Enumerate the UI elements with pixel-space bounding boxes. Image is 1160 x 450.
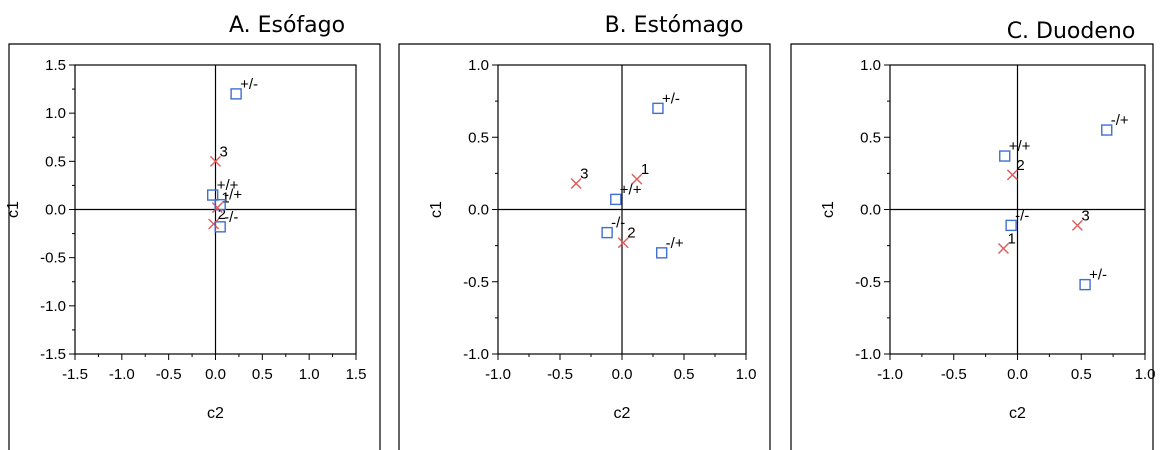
x-tick-label: 0.0 bbox=[1007, 366, 1028, 383]
square-marker bbox=[610, 193, 622, 206]
point-label: 1 bbox=[1007, 231, 1015, 248]
square-marker bbox=[601, 226, 613, 239]
x-marker bbox=[211, 202, 223, 214]
x-axis-label: c2 bbox=[614, 405, 631, 422]
point-label: -/+ bbox=[224, 187, 242, 204]
x-axis-label: c2 bbox=[207, 405, 224, 422]
point-label: +/+ bbox=[620, 181, 642, 198]
square-marker bbox=[1101, 124, 1113, 136]
x-tick-label: -0.5 bbox=[941, 366, 967, 383]
point-label: 2 bbox=[627, 225, 635, 242]
y-tick-label: 0.0 bbox=[860, 202, 881, 219]
point-label: 1 bbox=[641, 161, 649, 178]
x-tick-label: 0.5 bbox=[1071, 366, 1092, 383]
panel-2: B. Estómago 1.0 0.5 0.0 -0.5 -1.0 -1.0 -0.5 0.0 0… bbox=[398, 13, 771, 450]
y-tick-label: -0.5 bbox=[463, 274, 489, 291]
x-axis-label: c2 bbox=[1009, 405, 1026, 422]
x-marker bbox=[997, 243, 1009, 255]
panel-title: B. Estómago bbox=[605, 13, 744, 38]
panel-1: A. Esófago 1.5 1.0 0.5 0.0 -0.5 -1.0 -1.5 -1.5 -1… bbox=[5, 13, 381, 450]
x-tick-label: 1.0 bbox=[299, 366, 320, 383]
x-tick-label: -1.5 bbox=[62, 366, 88, 383]
x-marker bbox=[570, 177, 582, 189]
x-tick-label: -0.5 bbox=[156, 366, 182, 383]
point-label: +/- bbox=[240, 76, 258, 93]
point-label: -/- bbox=[1015, 207, 1029, 224]
x-tick-label: -1.0 bbox=[109, 366, 135, 383]
point-label: -/- bbox=[224, 209, 238, 226]
point-label: 3 bbox=[580, 165, 588, 182]
point-label: 3 bbox=[1081, 207, 1089, 224]
x-tick-label: -1.0 bbox=[877, 366, 903, 383]
y-tick-label: 0.5 bbox=[45, 153, 66, 170]
y-axis-label: c1 bbox=[428, 201, 445, 218]
point-label: +/+ bbox=[1009, 138, 1031, 155]
point-label: -/+ bbox=[1111, 112, 1129, 129]
x-tick-label: -0.5 bbox=[547, 366, 573, 383]
square-marker bbox=[1079, 278, 1091, 291]
point-label: -/- bbox=[611, 215, 625, 232]
point-label: 1 bbox=[221, 190, 229, 207]
y-tick-label: 0.5 bbox=[860, 129, 881, 146]
square-marker bbox=[230, 88, 242, 100]
square-marker bbox=[214, 221, 226, 233]
y-tick-label: 1.0 bbox=[860, 57, 881, 74]
x-tick-label: 0.0 bbox=[205, 366, 226, 383]
x-marker bbox=[631, 173, 643, 185]
point-label: +/- bbox=[1089, 267, 1107, 284]
panel-frame bbox=[398, 43, 771, 450]
y-tick-label: 0.0 bbox=[45, 202, 66, 219]
point-label: 2 bbox=[1016, 157, 1024, 174]
y-tick-label: -0.5 bbox=[40, 250, 66, 267]
x-tick-label: 0.0 bbox=[612, 366, 633, 383]
panel-title: A. Esófago bbox=[229, 13, 345, 38]
point-label: 3 bbox=[220, 143, 228, 160]
panel-title: C. Duodeno bbox=[1007, 19, 1136, 44]
point-label: +/- bbox=[662, 90, 680, 107]
y-tick-label: -1.5 bbox=[40, 346, 66, 363]
x-marker bbox=[1006, 169, 1018, 181]
y-tick-label: -1.0 bbox=[855, 346, 881, 363]
square-marker bbox=[999, 150, 1011, 162]
y-axis-label: c1 bbox=[820, 201, 837, 218]
y-tick-label: 1.5 bbox=[45, 57, 66, 74]
y-tick-label: 1.0 bbox=[45, 105, 66, 122]
y-tick-label: 0.5 bbox=[468, 129, 489, 146]
panel-3: C. Duodeno 1.0 0.5 0.0 -0.5 -1.0 -1.0 -0.5 0.0 0.… bbox=[790, 19, 1156, 450]
square-marker bbox=[214, 198, 226, 211]
y-tick-label: -1.0 bbox=[463, 346, 489, 363]
y-axis-label: c1 bbox=[5, 201, 22, 218]
x-tick-label: 0.5 bbox=[252, 366, 273, 383]
x-marker bbox=[617, 237, 629, 249]
panel-frame bbox=[790, 43, 1154, 450]
y-tick-label: 1.0 bbox=[468, 57, 489, 74]
x-marker bbox=[1071, 219, 1083, 231]
y-tick-label: -0.5 bbox=[855, 274, 881, 291]
x-tick-label: -1.0 bbox=[485, 366, 511, 383]
y-tick-label: -1.0 bbox=[40, 298, 66, 315]
square-marker bbox=[655, 247, 668, 259]
panel-frame bbox=[8, 43, 381, 450]
square-marker bbox=[1005, 219, 1017, 232]
square-marker bbox=[652, 102, 664, 115]
point-label: +/+ bbox=[217, 177, 239, 194]
point-label: -/+ bbox=[666, 235, 684, 252]
square-marker bbox=[206, 189, 219, 201]
x-marker bbox=[210, 155, 221, 167]
x-tick-label: 1.5 bbox=[346, 366, 367, 383]
x-marker bbox=[208, 218, 220, 230]
x-tick-label: 0.5 bbox=[674, 366, 695, 383]
x-tick-label: 1.0 bbox=[1135, 366, 1156, 383]
y-tick-label: 0.0 bbox=[468, 202, 489, 219]
point-label: 2 bbox=[218, 206, 226, 223]
x-tick-label: 1.0 bbox=[736, 366, 757, 383]
